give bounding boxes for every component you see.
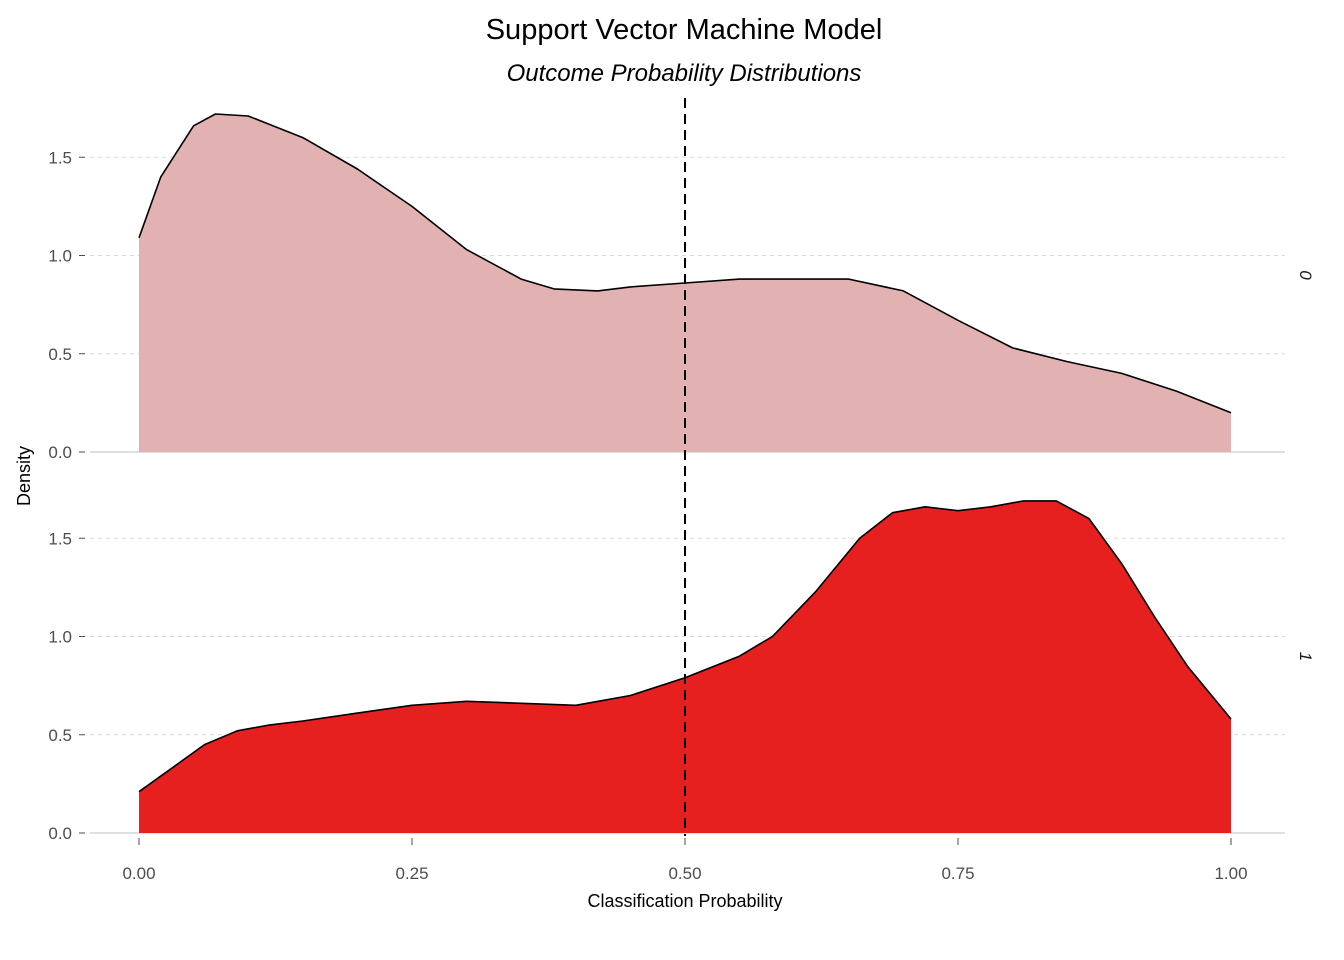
x-tick-label: 0.25 xyxy=(395,864,428,883)
x-axis: 0.00 0.25 0.50 0.75 1.00 xyxy=(122,838,1248,883)
facet-panel-0: 0.0 0.5 1.0 1.5 0 xyxy=(48,113,1315,462)
facet-strip-label: 0 xyxy=(1296,270,1315,280)
y-tick-label: 0.5 xyxy=(48,345,72,364)
density-area-1 xyxy=(139,500,1231,833)
facet-strip-label: 1 xyxy=(1296,652,1315,661)
chart-subtitle: Outcome Probability Distributions xyxy=(507,60,862,87)
x-tick-label: 0.75 xyxy=(941,864,974,883)
density-outline-1 xyxy=(138,500,1232,793)
x-tick-label: 0.00 xyxy=(122,864,155,883)
x-axis-title: Classification Probability xyxy=(587,891,782,911)
y-tick-label: 1.0 xyxy=(48,247,72,266)
y-tick-label: 1.0 xyxy=(48,628,72,647)
x-tick-label: 1.00 xyxy=(1214,864,1247,883)
y-tick-label: 1.5 xyxy=(48,148,72,167)
density-outline-0 xyxy=(138,113,1232,414)
y-tick-label: 0.0 xyxy=(48,824,72,843)
y-tick-label: 0.5 xyxy=(48,726,72,745)
y-tick-label: 0.0 xyxy=(48,443,72,462)
chart-title: Support Vector Machine Model xyxy=(486,14,883,46)
y-tick-label: 1.5 xyxy=(48,529,72,548)
facet-panel-1: 0.0 0.5 1.0 1.5 1 xyxy=(48,500,1315,843)
x-tick-label: 0.50 xyxy=(668,864,701,883)
facet-panels: 0.0 0.5 1.0 1.5 0 0.0 0.5 1.0 1.5 1 xyxy=(48,113,1315,843)
y-axis-title: Density xyxy=(14,446,34,506)
